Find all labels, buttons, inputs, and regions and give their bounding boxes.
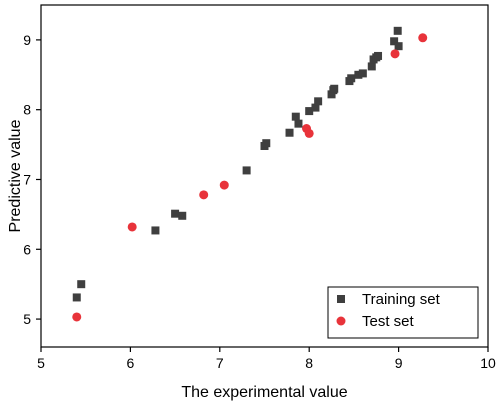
x-axis-ticks: 5 6 7 8 9 10 <box>37 347 496 371</box>
training-point <box>354 70 363 79</box>
y-tick-label: 6 <box>23 241 31 257</box>
y-tick-label: 8 <box>23 102 31 118</box>
legend-box <box>327 286 479 339</box>
legend: Training set Test set <box>327 286 479 339</box>
test-point <box>304 128 314 138</box>
training-point <box>394 42 403 51</box>
training-point <box>347 74 356 83</box>
test-point <box>199 190 209 200</box>
plot-frame <box>40 4 489 348</box>
legend-marker-test <box>336 316 346 326</box>
training-point <box>178 211 187 220</box>
x-axis-label: The experimental value <box>181 384 347 401</box>
x-tick-label: 6 <box>127 355 135 371</box>
training-point <box>367 62 376 71</box>
training-point <box>393 26 402 35</box>
x-tick-label: 7 <box>216 355 224 371</box>
training-point <box>242 166 251 175</box>
series-test-set <box>72 33 428 322</box>
training-point <box>314 97 323 106</box>
training-point <box>305 107 314 116</box>
data-points <box>72 26 428 322</box>
training-point <box>311 103 320 112</box>
training-point <box>77 280 86 289</box>
test-point <box>390 49 400 59</box>
training-point <box>72 293 81 302</box>
x-tick-label: 5 <box>37 355 45 371</box>
test-point <box>127 222 137 232</box>
training-point <box>358 69 367 78</box>
training-point <box>390 37 399 46</box>
legend-marker-training <box>337 295 345 303</box>
training-point <box>262 139 271 148</box>
test-point <box>418 33 428 43</box>
training-point <box>151 226 160 235</box>
training-point <box>294 119 303 128</box>
legend-label-training: Training set <box>362 291 441 308</box>
test-point <box>72 312 82 322</box>
training-point <box>374 51 383 60</box>
x-tick-label: 10 <box>480 355 496 371</box>
x-tick-label: 8 <box>305 355 313 371</box>
plot-area <box>40 4 489 348</box>
training-point <box>285 128 294 137</box>
training-point <box>327 90 336 99</box>
y-tick-label: 7 <box>23 171 31 187</box>
y-tick-label: 5 <box>23 311 31 327</box>
training-point <box>330 84 339 93</box>
legend-label-test: Test set <box>362 313 415 330</box>
test-point <box>219 180 229 190</box>
training-point <box>171 209 180 218</box>
y-tick-label: 9 <box>23 32 31 48</box>
series-training-set <box>72 26 403 302</box>
y-axis-label: Predictive value <box>7 119 24 232</box>
x-tick-label: 9 <box>395 355 403 371</box>
y-axis-ticks: 5 6 7 8 9 <box>23 32 41 327</box>
training-point <box>291 112 300 121</box>
